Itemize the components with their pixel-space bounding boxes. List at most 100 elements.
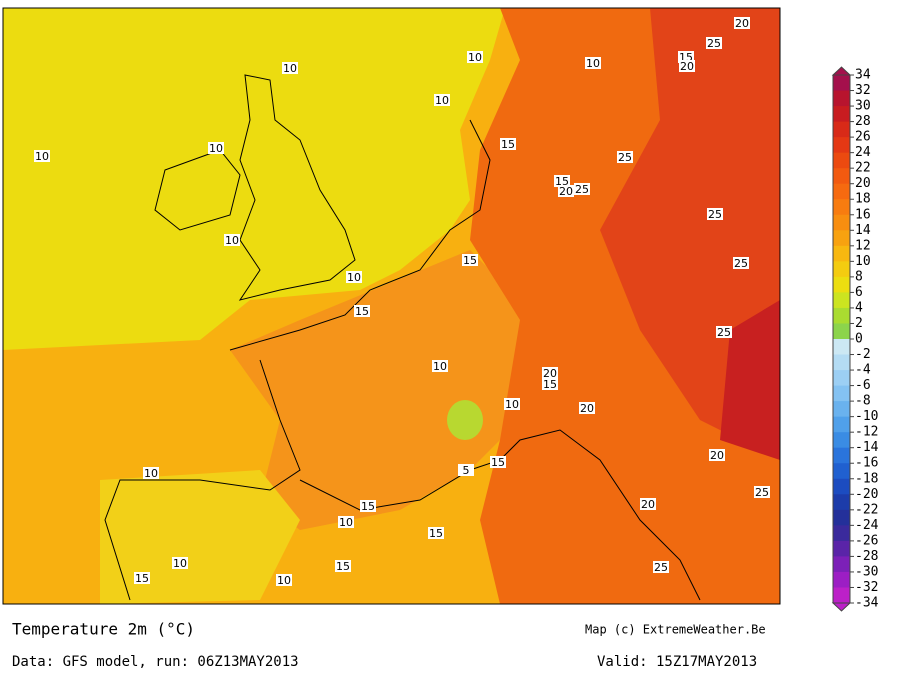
colorbar-tick-label: -4	[855, 363, 871, 378]
contour-label-box	[734, 17, 750, 29]
contour-label: 10	[435, 94, 449, 107]
contour-label: 25	[575, 183, 589, 196]
contour-label: 15	[491, 456, 505, 469]
colorbar-band	[833, 478, 850, 495]
colorbar-tick-label: -12	[855, 425, 878, 440]
colorbar-band	[833, 199, 850, 216]
colorbar-tick-label: 6	[855, 285, 863, 300]
colorbar-tick-label: -16	[855, 456, 878, 471]
contour-label-box	[706, 37, 722, 49]
contour-label-box	[640, 498, 656, 510]
colorbar-band	[833, 168, 850, 185]
contour-label-box	[434, 94, 450, 106]
contour-labels: 10 10 10 10 10 10 10 10 10 10 10 10 10 10 15 15 15 15 15 15…	[34, 17, 770, 587]
colorbar-tick-label: 18	[855, 192, 871, 207]
contour-label-box	[134, 572, 150, 584]
contour-label: 25	[734, 257, 748, 270]
colorbar-tick-label: 0	[855, 332, 863, 347]
colorbar-band	[833, 354, 850, 371]
colorbar-band	[833, 556, 850, 573]
colorbar-band	[833, 370, 850, 387]
colorbar-tick-label: 12	[855, 238, 871, 253]
colorbar-band	[833, 245, 850, 262]
colorbar-tick-label: 24	[855, 145, 871, 160]
field-hottest	[720, 300, 780, 460]
contour-label: 5	[463, 464, 470, 477]
contour-label-box	[716, 326, 732, 338]
contour-label: 20	[543, 367, 557, 380]
contour-label-box	[653, 561, 669, 573]
colorbar-band	[833, 137, 850, 154]
contour-label: 25	[708, 208, 722, 221]
colorbar-band	[833, 323, 850, 340]
contour-label: 25	[654, 561, 668, 574]
colorbar-band	[833, 385, 850, 402]
contour-label: 15	[336, 560, 350, 573]
colorbar-tick-label: 26	[855, 130, 871, 145]
colorbar-band	[833, 432, 850, 449]
colorbar-band	[833, 416, 850, 433]
contour-label-box	[432, 360, 448, 372]
colorbar-band	[833, 292, 850, 309]
contour-label-box	[208, 142, 224, 154]
colorbar-tick-label: 28	[855, 114, 871, 129]
contour-label-box	[585, 57, 601, 69]
colorbar-band	[833, 152, 850, 169]
colorbar-tick-label: 2	[855, 316, 863, 331]
contour-label: 15	[555, 175, 569, 188]
colorbar-tick-label: -32	[855, 580, 878, 595]
colorbar-band	[833, 525, 850, 542]
contour-label-box	[733, 257, 749, 269]
contour-label: 25	[707, 37, 721, 50]
colorbar-tick-label: 32	[855, 83, 871, 98]
contour-label-box	[707, 208, 723, 220]
colorbar-tick-label: -20	[855, 487, 878, 502]
colorbar-tick-label: -6	[855, 378, 871, 393]
colorbar-tick-label: 30	[855, 99, 871, 114]
colorbar-tick-label: 4	[855, 300, 863, 315]
contour-label-box	[574, 183, 590, 195]
field-alps	[447, 400, 483, 440]
valid-time: Valid: 15Z17MAY2013	[597, 654, 757, 670]
contour-label: 25	[618, 151, 632, 164]
map-frame	[2, 7, 781, 605]
colorbar-arrow	[831, 66, 852, 76]
contour-label-box	[338, 516, 354, 528]
contour-label: 10	[468, 51, 482, 64]
coastline	[104, 119, 491, 601]
contour-label: 25	[755, 486, 769, 499]
colorbar-band	[833, 261, 850, 278]
colorbar-band	[833, 447, 850, 464]
contour-label: 10	[586, 57, 600, 70]
colorbar-tick-label: -34	[855, 596, 879, 611]
colorbar-band	[833, 230, 850, 247]
colorbar-band	[833, 106, 850, 123]
contour-label-box	[467, 51, 483, 63]
colorbar-tick-label: -8	[855, 394, 871, 409]
contour-label: 20	[641, 498, 655, 511]
contour-label-box	[558, 185, 574, 197]
data-source: Data: GFS model, run: 06Z13MAY2013	[12, 654, 299, 670]
contour-label: 10	[173, 557, 187, 570]
contour-label: 10	[283, 62, 297, 75]
contour-label-box	[143, 467, 159, 479]
colorbar-tick-label: 10	[855, 254, 871, 269]
colorbar-band	[833, 276, 850, 293]
field-cool	[3, 8, 505, 350]
contour-label: 15	[355, 305, 369, 318]
contour-label: 15	[463, 254, 477, 267]
colorbar-band	[833, 214, 850, 231]
contour-label-box	[282, 62, 298, 74]
colorbar-tick-label: 22	[855, 161, 871, 176]
colorbar-band	[833, 587, 850, 604]
contour-label-box	[360, 500, 376, 512]
contour-label-box	[34, 150, 50, 162]
coastline	[299, 429, 701, 601]
colorbar-band	[833, 463, 850, 480]
contour-label: 10	[347, 271, 361, 284]
contour-label: 15	[501, 138, 515, 151]
colorbar-band	[833, 494, 850, 511]
colorbar-tick-label: -22	[855, 502, 878, 517]
coastline	[238, 74, 356, 301]
contour-label-box	[428, 527, 444, 539]
